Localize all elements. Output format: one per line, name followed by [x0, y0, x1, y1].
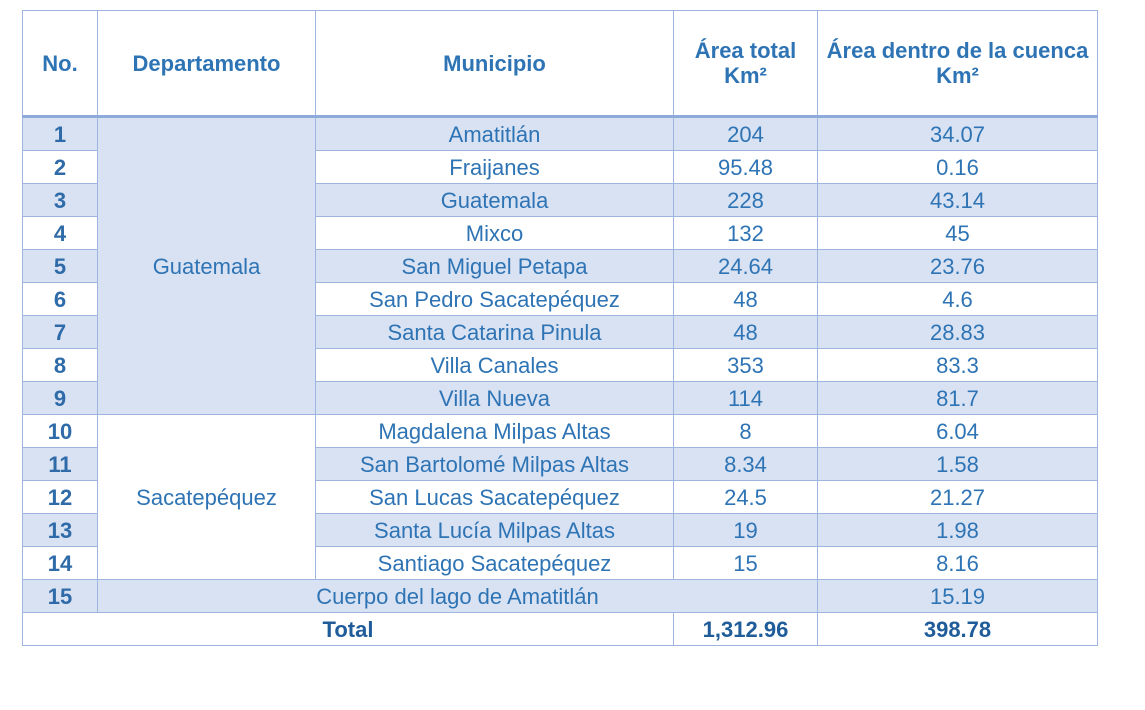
municipality-cell: Magdalena Milpas Altas — [315, 414, 674, 448]
municipality-cell: Villa Canales — [315, 348, 674, 382]
department-cell: Guatemala — [97, 116, 316, 415]
row: 12 San Lucas Sacatepéquez 24.5 21.27 — [22, 480, 1098, 514]
row-number: 12 — [22, 480, 98, 514]
basin-area-cell: 83.3 — [817, 348, 1098, 382]
total-area-cell: 15 — [673, 546, 818, 580]
row-number: 11 — [22, 447, 98, 481]
basin-area-cell: 34.07 — [817, 116, 1098, 151]
row-number: 8 — [22, 348, 98, 382]
municipality-cell: Villa Nueva — [315, 381, 674, 415]
row-number: 9 — [22, 381, 98, 415]
basin-area-cell: 21.27 — [817, 480, 1098, 514]
row: 4 Mixco 132 45 — [22, 216, 1098, 250]
total-area-cell: 95.48 — [673, 150, 818, 184]
row-number: 3 — [22, 183, 98, 217]
row: 6 San Pedro Sacatepéquez 48 4.6 — [22, 282, 1098, 316]
basin-area-cell: 23.76 — [817, 249, 1098, 283]
basin-area-cell: 1.58 — [817, 447, 1098, 481]
header-cell: Área total Km² — [673, 10, 818, 118]
row: 13 Santa Lucía Milpas Altas 19 1.98 — [22, 513, 1098, 547]
total-area-cell: 24.64 — [673, 249, 818, 283]
total-area-cell: 48 — [673, 282, 818, 316]
header-cell: Municipio — [315, 10, 674, 118]
total-basin-area: 398.78 — [817, 612, 1098, 646]
basin-area-cell: 45 — [817, 216, 1098, 250]
total-area-cell: 8 — [673, 414, 818, 448]
total-area-cell: 24.5 — [673, 480, 818, 514]
row: 11 San Bartolomé Milpas Altas 8.34 1.58 — [22, 447, 1098, 481]
basin-area-cell: 0.16 — [817, 150, 1098, 184]
row: 1 Guatemala Amatitlán 204 34.07 — [22, 116, 1098, 415]
row-number: 7 — [22, 315, 98, 349]
department-cell: Sacatepéquez — [97, 414, 316, 580]
total-area-cell: 132 — [673, 216, 818, 250]
municipality-cell: Mixco — [315, 216, 674, 250]
municipality-cell: Santa Lucía Milpas Altas — [315, 513, 674, 547]
basin-area-cell: 8.16 — [817, 546, 1098, 580]
total-area-cell: 114 — [673, 381, 818, 415]
municipality-cell: Santiago Sacatepéquez — [315, 546, 674, 580]
basin-area-cell: 4.6 — [817, 282, 1098, 316]
row: 10 Sacatepéquez Magdalena Milpas Altas 8 6.0… — [22, 414, 1098, 580]
total-row: Total 1,312.96 398.78 — [22, 612, 1098, 646]
municipality-cell: Amatitlán — [315, 116, 674, 151]
header-cell: Departamento — [97, 10, 316, 118]
total-area-cell: 48 — [673, 315, 818, 349]
row: 2 Fraijanes 95.48 0.16 — [22, 150, 1098, 184]
row-number: 2 — [22, 150, 98, 184]
basin-area-cell: 28.83 — [817, 315, 1098, 349]
header-cell: Área dentro de la cuenca Km² — [817, 10, 1098, 118]
municipality-cell: Santa Catarina Pinula — [315, 315, 674, 349]
basin-area-cell: 1.98 — [817, 513, 1098, 547]
total-label: Total — [22, 612, 674, 646]
row: 14 Santiago Sacatepéquez 15 8.16 — [22, 546, 1098, 580]
row-number: 4 — [22, 216, 98, 250]
total-area: 1,312.96 — [673, 612, 818, 646]
municipality-cell: San Bartolomé Milpas Altas — [315, 447, 674, 481]
total-area-cell: 8.34 — [673, 447, 818, 481]
row-number: 6 — [22, 282, 98, 316]
municipality-cell: San Miguel Petapa — [315, 249, 674, 283]
row-number: 13 — [22, 513, 98, 547]
total-area-cell: 353 — [673, 348, 818, 382]
data-table: No. Departamento Municipio Área total Km² Ár… — [22, 10, 1098, 646]
header-row: No. Departamento Municipio Área total Km² Ár… — [22, 10, 1098, 118]
row: 8 Villa Canales 353 83.3 — [22, 348, 1098, 382]
basin-area-cell: 6.04 — [817, 414, 1098, 448]
basin-area-cell: 43.14 — [817, 183, 1098, 217]
municipality-cell: San Lucas Sacatepéquez — [315, 480, 674, 514]
basin-area-cell: 81.7 — [817, 381, 1098, 415]
total-area-cell: 19 — [673, 513, 818, 547]
row-number: 15 — [22, 579, 98, 613]
row-number: 1 — [22, 116, 98, 151]
row-number: 14 — [22, 546, 98, 580]
lake-row: 15 Cuerpo del lago de Amatitlán 15.19 — [22, 579, 1098, 613]
row: 9 Villa Nueva 114 81.7 — [22, 381, 1098, 415]
basin-area-cell: 15.19 — [817, 579, 1098, 613]
municipality-cell: Guatemala — [315, 183, 674, 217]
header-cell: No. — [22, 10, 98, 118]
municipality-cell: Fraijanes — [315, 150, 674, 184]
municipality-cell: San Pedro Sacatepéquez — [315, 282, 674, 316]
total-area-cell: 228 — [673, 183, 818, 217]
lake-name: Cuerpo del lago de Amatitlán — [97, 579, 818, 613]
row-number: 10 — [22, 414, 98, 448]
row-number: 5 — [22, 249, 98, 283]
total-area-cell: 204 — [673, 116, 818, 151]
